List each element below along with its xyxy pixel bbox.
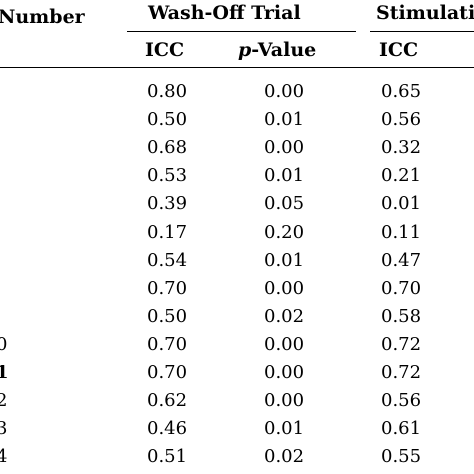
icc-stimulation-cell: 0.72 — [381, 362, 422, 383]
icc-stimulation-cell: 0.70 — [381, 278, 422, 299]
row-number: 3 — [0, 415, 8, 443]
icc-stimulation-cell: 0.58 — [381, 306, 422, 327]
p-value-cell: 0.02 — [264, 446, 305, 467]
icc-wash-off-cell: 0.50 — [147, 109, 188, 130]
subheader-icc-stimulation: ICC — [379, 39, 419, 61]
row-number-text: 1 — [0, 362, 8, 383]
icc-stimulation-cell: 0.01 — [381, 193, 422, 214]
p-value-cell: 0.01 — [264, 418, 305, 439]
p-value-cell: 0.00 — [264, 390, 305, 411]
icc-wash-off-cell: 0.68 — [147, 137, 188, 158]
p-value-cell: 0.05 — [264, 193, 305, 214]
p-value-cell: 0.00 — [264, 278, 305, 299]
subheader-p-value: p-Value — [238, 36, 316, 64]
icc-wash-off-cell: 0.70 — [147, 278, 188, 299]
p-letter: p — [238, 39, 252, 61]
row-number: 2 — [0, 387, 8, 415]
header-bottom-rule — [0, 67, 474, 68]
row-number: 1 — [0, 359, 8, 387]
subheader-icc-wash-off: ICC — [145, 39, 185, 61]
row-number: 0 — [0, 331, 8, 359]
row-number-text: 0 — [0, 334, 8, 355]
icc-stimulation-cell: 0.65 — [381, 81, 422, 102]
icc-stimulation-cell: 0.55 — [381, 446, 422, 467]
icc-stimulation-cell: 0.21 — [381, 165, 422, 186]
rule-wash-off-group — [127, 31, 356, 32]
icc-stimulation-cell: 0.72 — [381, 334, 422, 355]
p-value-cell: 0.02 — [264, 306, 305, 327]
p-value-cell: 0.00 — [264, 81, 305, 102]
icc-wash-off-cell: 0.53 — [147, 165, 188, 186]
row-number-text: 4 — [0, 446, 8, 467]
row-number-text: 2 — [0, 390, 8, 411]
icc-stimulation-cell: 0.47 — [381, 250, 422, 271]
value-suffix: -Value — [251, 39, 317, 61]
icc-wash-off-cell: 0.17 — [147, 222, 188, 243]
icc-stimulation-cell: 0.56 — [381, 109, 422, 130]
icc-stimulation-cell: 0.56 — [381, 390, 422, 411]
header-wash-off-trial: Wash-Off Trial — [148, 2, 301, 24]
p-value-cell: 0.00 — [264, 362, 305, 383]
icc-wash-off-cell: 0.54 — [147, 250, 188, 271]
icc-wash-off-cell: 0.80 — [147, 81, 188, 102]
p-value-cell: 0.20 — [264, 222, 305, 243]
rule-stimulation-group — [370, 31, 474, 32]
p-value-cell: 0.00 — [264, 334, 305, 355]
header-number: Number — [0, 6, 85, 28]
icc-wash-off-cell: 0.39 — [147, 193, 188, 214]
icc-wash-off-cell: 0.50 — [147, 306, 188, 327]
icc-wash-off-cell: 0.46 — [147, 418, 188, 439]
row-number-text: 3 — [0, 418, 8, 439]
icc-wash-off-cell: 0.51 — [147, 446, 188, 467]
icc-wash-off-cell: 0.70 — [147, 362, 188, 383]
p-value-cell: 0.00 — [264, 137, 305, 158]
icc-stimulation-cell: 0.32 — [381, 137, 422, 158]
icc-wash-off-cell: 0.70 — [147, 334, 188, 355]
icc-stimulation-cell: 0.11 — [381, 222, 422, 243]
row-number: 4 — [0, 443, 8, 471]
p-value-cell: 0.01 — [264, 109, 305, 130]
icc-wash-off-cell: 0.62 — [147, 390, 188, 411]
p-value-cell: 0.01 — [264, 165, 305, 186]
icc-stimulation-cell: 0.61 — [381, 418, 422, 439]
header-stimulation: Stimulati — [376, 2, 474, 24]
p-value-cell: 0.01 — [264, 250, 305, 271]
